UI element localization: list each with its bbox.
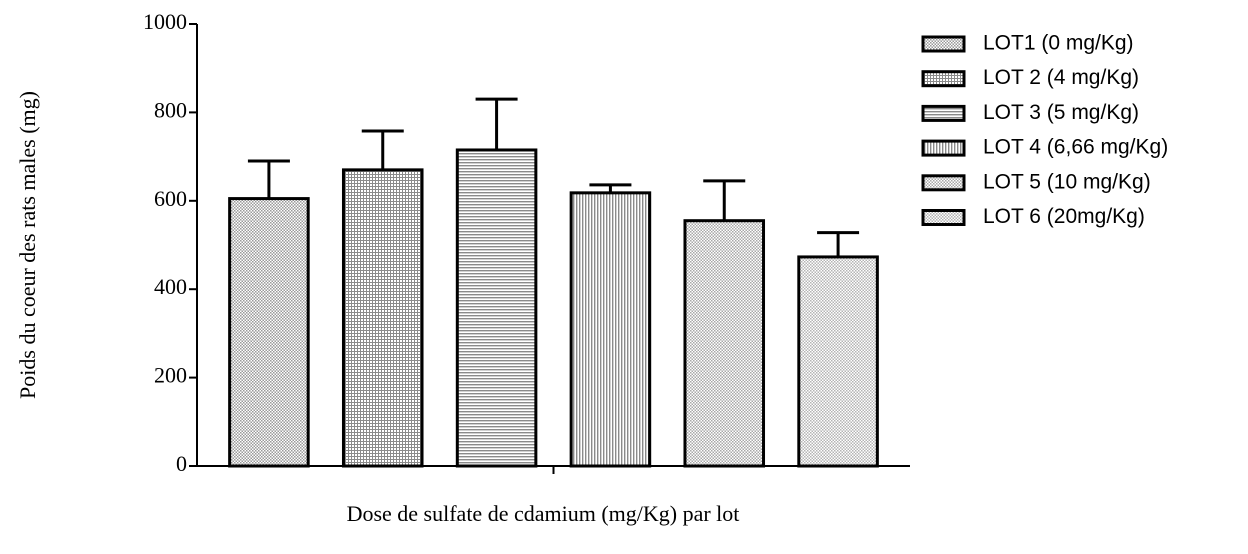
legend-label: LOT 5 (10 mg/Kg): [983, 170, 1151, 193]
bar: [228, 197, 310, 468]
legend-swatch: [921, 35, 966, 53]
legend-swatch: [921, 174, 966, 192]
y-axis-label: Poids du coeur des rats males (mg): [15, 91, 40, 399]
y-tick-label: 1000: [143, 9, 187, 34]
bar: [455, 148, 538, 468]
y-tick-label: 200: [154, 363, 187, 388]
legend-label: LOT 2 (4 mg/Kg): [983, 66, 1139, 89]
bar: [569, 191, 652, 468]
legend-label: LOT1 (0 mg/Kg): [983, 32, 1134, 55]
legend-swatch: [921, 209, 966, 226]
legend-swatch: [921, 104, 966, 122]
legend-label: LOT 6 (20mg/Kg): [983, 205, 1145, 228]
legend-label: LOT 3 (5 mg/Kg): [983, 101, 1139, 124]
y-tick-label: 800: [154, 97, 187, 122]
bar: [341, 168, 424, 468]
y-tick-label: 0: [176, 451, 187, 476]
legend-swatch: [921, 70, 966, 88]
legend-swatch: [921, 139, 966, 157]
bar: [797, 255, 879, 468]
bar: [683, 219, 766, 468]
x-axis-label: Dose de sulfate de cdamium (mg/Kg) par l…: [347, 501, 740, 526]
y-tick-label: 400: [154, 274, 187, 299]
legend-label: LOT 4 (6,66 mg/Kg): [983, 136, 1168, 159]
y-tick-label: 600: [154, 186, 187, 211]
